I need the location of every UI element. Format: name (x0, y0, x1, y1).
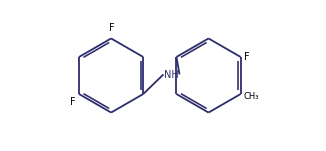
Text: CH₃: CH₃ (244, 92, 259, 101)
Text: F: F (70, 97, 76, 107)
Text: F: F (109, 23, 115, 33)
Text: F: F (244, 52, 250, 62)
Text: NH: NH (164, 71, 179, 80)
